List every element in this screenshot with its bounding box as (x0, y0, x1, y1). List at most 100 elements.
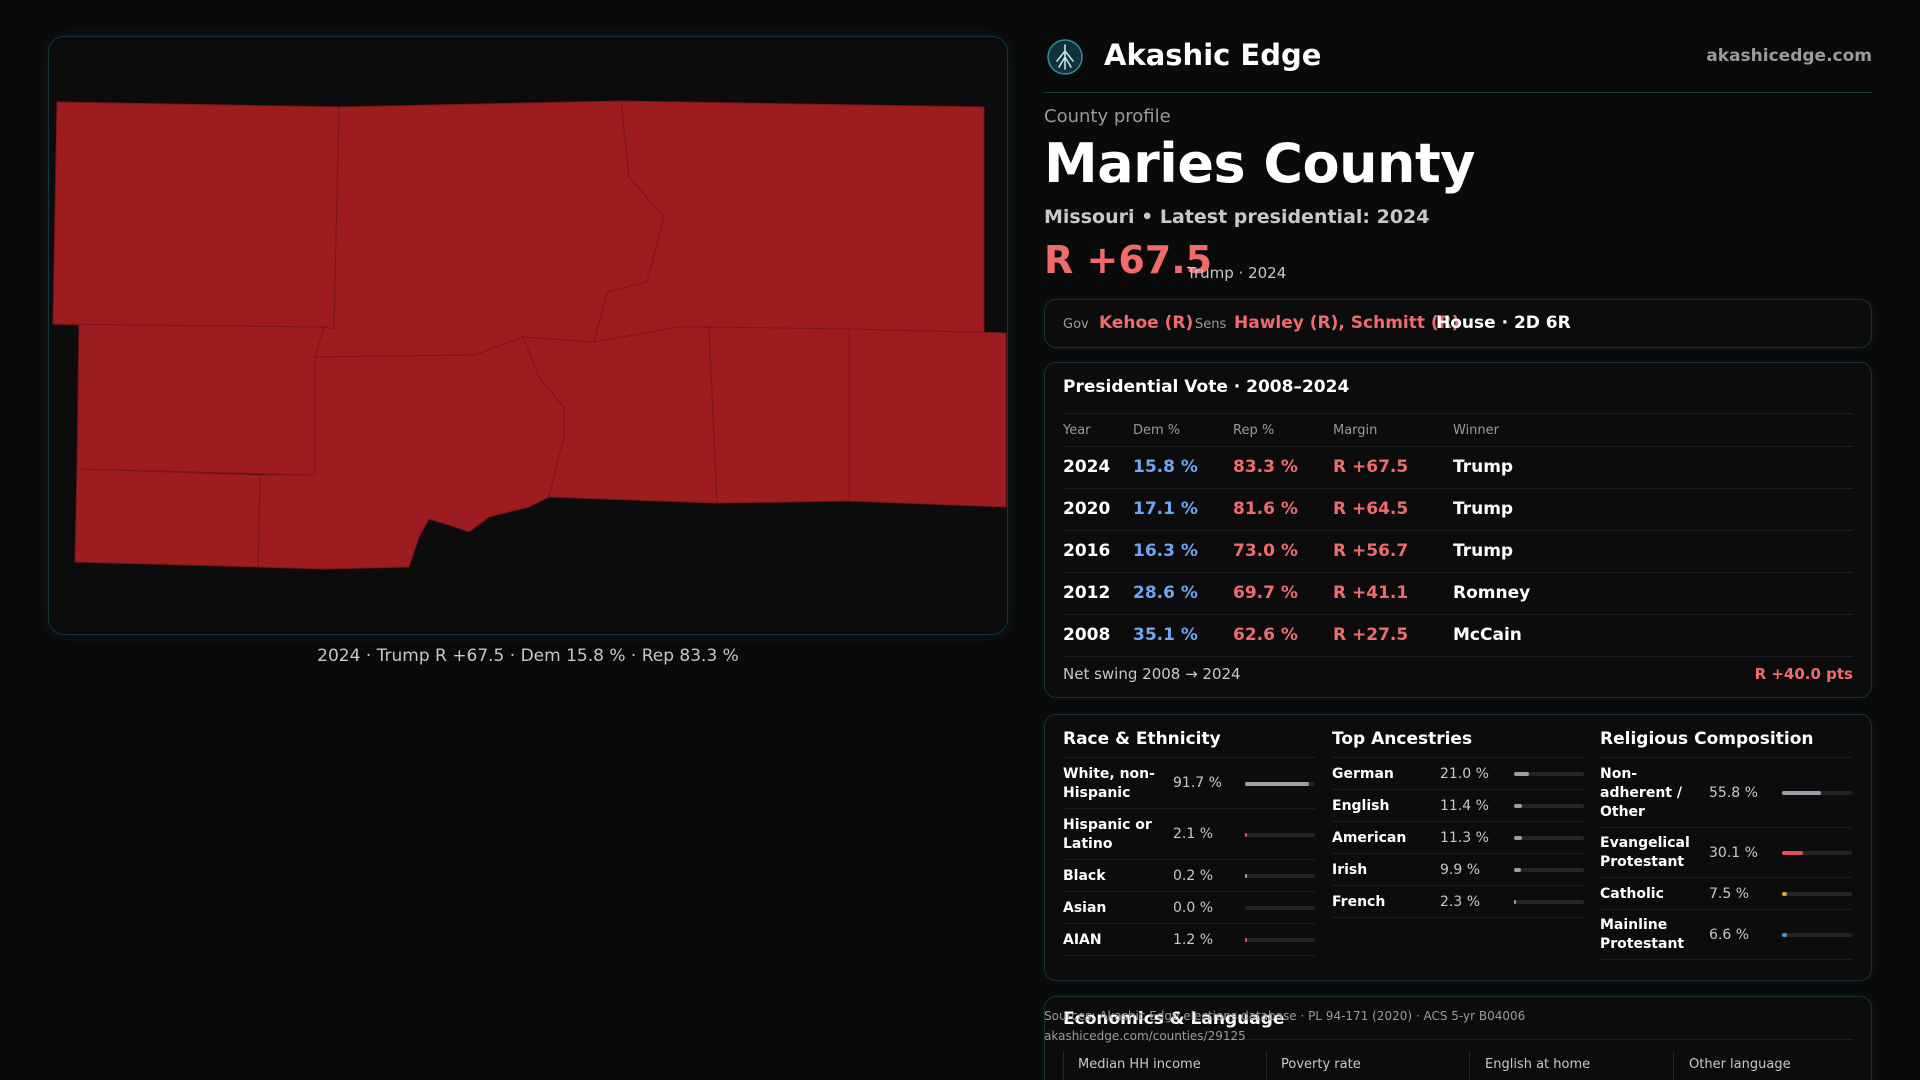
ancestry-bar-track (1514, 868, 1584, 872)
ancestries-column: Top Ancestries German 21.0 % English 11.4 %… (1332, 715, 1584, 982)
race-bar-fill (1245, 874, 1247, 878)
cell-year: 2020 (1063, 499, 1111, 519)
race-label: White, non-Hispanic (1063, 765, 1155, 801)
table-row: 2008 35.1 % 62.6 % R +27.5 McCain (1063, 615, 1853, 657)
economics-title: Economics & Language (1063, 1009, 1285, 1029)
ancestry-title: Top Ancestries (1332, 729, 1473, 749)
cell-winner: Romney (1453, 583, 1531, 603)
col-winner: Winner (1453, 423, 1500, 438)
net-swing-value: R +40.0 pts (1754, 665, 1853, 683)
cell-rep: 83.3 % (1233, 457, 1298, 477)
race-bar-track (1245, 938, 1315, 942)
brand-name[interactable]: Akashic Edge (1104, 38, 1322, 72)
religion-item: Mainline Protestant 6.6 % (1600, 910, 1852, 960)
map-caption: 2024 · Trump R +67.5 · Dem 15.8 % · Rep … (317, 646, 739, 666)
religion-label: Mainline Protestant (1600, 917, 1685, 952)
profile-subline: Missouri • Latest presidential: 2024 (1044, 206, 1430, 228)
econ-col-other-lang: Other language (1689, 1057, 1791, 1072)
sens-label: Sens (1195, 317, 1227, 332)
demographics-card: Race & Ethnicity White, non-Hispanic 91.7… (1044, 714, 1872, 981)
cell-margin: R +64.5 (1333, 499, 1409, 519)
cell-rep: 81.6 % (1233, 499, 1298, 519)
profile-kicker: County profile (1044, 106, 1171, 127)
race-ethnicity-column: Race & Ethnicity White, non-Hispanic 91.7… (1063, 715, 1315, 982)
race-item: White, non-Hispanic 91.7 % (1063, 758, 1315, 809)
religion-bar-track (1782, 851, 1852, 855)
ancestry-label: German (1332, 765, 1394, 782)
religion-pct: 55.8 % (1709, 784, 1758, 801)
ancestry-label: Irish (1332, 861, 1368, 878)
header-divider (1044, 92, 1872, 93)
econ-col-income: Median HH income (1078, 1057, 1201, 1072)
race-pct: 0.0 % (1173, 899, 1214, 916)
table-row: 2020 17.1 % 81.6 % R +64.5 Trump (1063, 489, 1853, 531)
cell-dem: 28.6 % (1133, 583, 1198, 603)
ancestry-label: English (1332, 797, 1390, 814)
county-region-w-mid-tract (52, 323, 325, 476)
ancestry-bar-fill (1514, 836, 1522, 840)
governor: Kehoe (R) (1099, 313, 1194, 333)
religion-pct: 6.6 % (1709, 926, 1750, 943)
county-region-east-tract (708, 326, 850, 504)
cell-margin: R +67.5 (1333, 457, 1409, 477)
ancestry-bar-track (1514, 900, 1584, 904)
ancestry-item: German 21.0 % (1332, 758, 1584, 790)
cell-dem: 16.3 % (1133, 541, 1198, 561)
tree-logo-icon[interactable] (1046, 38, 1084, 76)
ancestry-label: American (1332, 829, 1407, 846)
religion-title: Religious Composition (1600, 729, 1814, 749)
religion-bar-fill (1782, 892, 1788, 896)
county-map (52, 100, 1007, 570)
gov-label: Gov (1063, 317, 1089, 332)
county-region-sw-tract (74, 468, 261, 568)
col-dem: Dem % (1133, 423, 1181, 438)
race-bar-track (1245, 832, 1315, 837)
race-item: Black 0.2 % (1063, 860, 1315, 892)
page-title: Maries County (1044, 132, 1476, 195)
race-title: Race & Ethnicity (1063, 729, 1221, 749)
religion-bar-fill (1782, 933, 1787, 937)
county-region-nw-tract (52, 101, 340, 330)
religion-bar-track (1782, 892, 1852, 896)
ancestry-pct: 11.3 % (1440, 829, 1489, 846)
race-bar-fill (1245, 832, 1247, 837)
ancestry-bar-fill (1514, 804, 1522, 808)
ancestry-bar-fill (1514, 868, 1521, 872)
race-bar-track (1245, 906, 1315, 910)
ancestry-item: American 11.3 % (1332, 822, 1584, 854)
religion-bar-track (1782, 933, 1852, 937)
county-region-far-east-tract (848, 328, 1007, 508)
cell-dem: 35.1 % (1133, 625, 1198, 645)
race-pct: 91.7 % (1173, 775, 1222, 791)
race-item: Hispanic or Latino 2.1 % (1063, 809, 1315, 860)
ancestry-pct: 9.9 % (1440, 861, 1481, 878)
table-row: 2012 28.6 % 69.7 % R +41.1 Romney (1063, 573, 1853, 615)
county-profile-column: Akashic Edge akashicedge.com County prof… (1044, 0, 1872, 1080)
religion-column: Religious Composition Non-adherent / Oth… (1600, 715, 1852, 982)
cell-dem: 15.8 % (1133, 457, 1198, 477)
econ-col-english: English at home (1485, 1057, 1591, 1072)
ancestry-bar-fill (1514, 772, 1529, 776)
religion-item: Evangelical Protestant 30.1 % (1600, 828, 1852, 878)
cell-year: 2016 (1063, 541, 1111, 561)
ancestry-pct: 2.3 % (1440, 893, 1481, 910)
religion-bar-fill (1782, 791, 1822, 795)
col-year: Year (1063, 423, 1091, 438)
site-link[interactable]: akashicedge.com (1706, 46, 1872, 66)
race-item: AIAN 1.2 % (1063, 924, 1315, 956)
religion-bar-track (1782, 791, 1852, 795)
race-label: Hispanic or Latino (1063, 816, 1152, 852)
net-swing-label: Net swing 2008 → 2024 (1063, 665, 1241, 683)
latest-margin: R +67.5 (1044, 238, 1213, 282)
ancestry-label: French (1332, 893, 1386, 910)
religion-label: Non-adherent / Other (1600, 765, 1682, 820)
col-margin: Margin (1333, 423, 1378, 438)
race-bar-fill (1245, 938, 1247, 942)
sources-link[interactable]: akashicedge.com/counties/29125 (1044, 1029, 1246, 1043)
race-bar-track (1245, 874, 1315, 878)
race-pct: 1.2 % (1173, 931, 1214, 948)
officials-card: Gov Kehoe (R) Sens Hawley (R), Schmitt (… (1044, 299, 1872, 348)
house-delegation: House · 2D 6R (1436, 313, 1571, 333)
sources-footnote: Sources: Akashic Edge elections database… (1044, 1006, 1525, 1046)
economics-card: Economics & Language Median HH income Po… (1044, 996, 1872, 1080)
